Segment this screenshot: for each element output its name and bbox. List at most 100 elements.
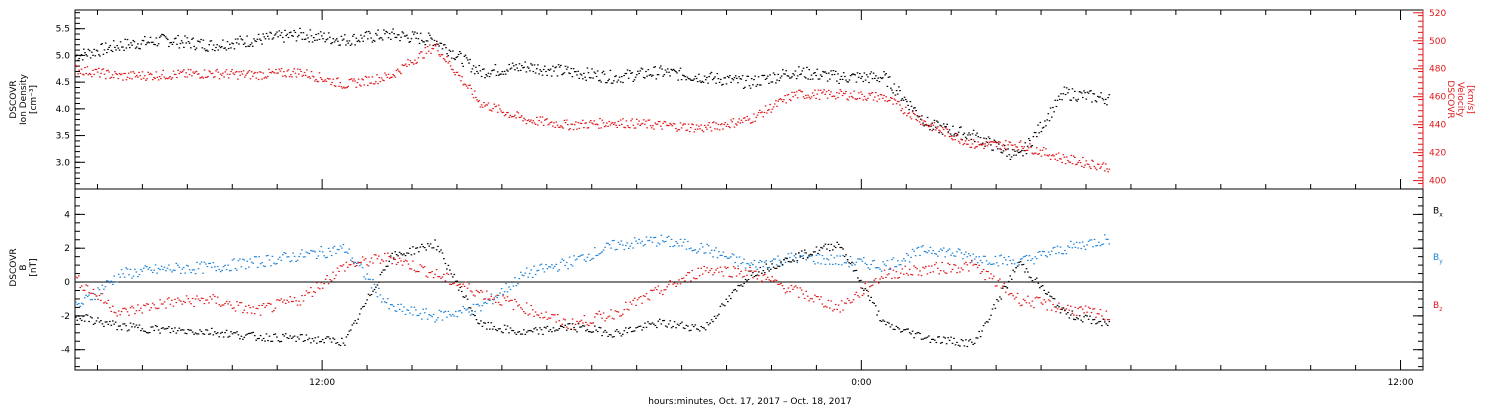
bx-point: [1007, 280, 1010, 283]
velocity-point: [500, 110, 502, 112]
density-point: [736, 77, 738, 79]
velocity-point: [364, 75, 367, 77]
density-point: [327, 32, 330, 34]
bz-point: [426, 276, 429, 278]
bx-point: [329, 338, 331, 340]
density-point: [654, 66, 656, 68]
density-point: [1064, 93, 1067, 96]
bx-point: [406, 252, 408, 254]
velocity-point: [459, 75, 461, 77]
velocity-point: [241, 73, 244, 75]
density-point: [602, 70, 605, 72]
velocity-point: [1001, 145, 1004, 147]
bx-point: [333, 338, 336, 340]
bz-point: [749, 266, 751, 268]
bx-point: [462, 296, 464, 298]
bz-point: [354, 265, 356, 267]
velocity-point: [894, 99, 897, 101]
density-point: [1105, 98, 1107, 100]
density-point: [1042, 126, 1045, 128]
density-point: [880, 77, 883, 80]
by-point: [456, 316, 459, 318]
bx-point: [843, 255, 846, 258]
by-point: [628, 247, 630, 249]
density-point: [517, 70, 520, 72]
density-point: [178, 47, 181, 49]
density-point: [599, 79, 601, 81]
bx-point: [310, 342, 312, 344]
bx-point: [209, 333, 212, 335]
by-point: [897, 260, 899, 262]
by-point: [320, 246, 322, 248]
velocity-point: [349, 78, 352, 80]
bx-point: [206, 329, 209, 331]
bz-point: [857, 295, 859, 297]
bx-point: [687, 325, 689, 327]
velocity-point: [256, 72, 259, 74]
density-point: [334, 39, 337, 41]
bz-point: [834, 303, 837, 306]
by-point: [447, 310, 450, 312]
by-point: [298, 255, 300, 258]
density-point: [522, 67, 524, 69]
bx-point: [160, 327, 163, 329]
bx-point: [987, 321, 989, 323]
by-point: [218, 268, 220, 271]
density-point: [232, 43, 235, 45]
velocity-point: [177, 69, 179, 71]
bz-point: [934, 264, 936, 266]
velocity-point: [104, 78, 107, 80]
bx-point: [114, 321, 117, 323]
bz-point: [953, 264, 955, 266]
bz-point: [487, 298, 490, 300]
velocity-point: [860, 91, 862, 93]
density-point: [556, 75, 559, 77]
velocity-point: [161, 74, 163, 76]
bx-point: [913, 337, 915, 339]
density-point: [731, 78, 733, 80]
by-point: [719, 254, 722, 256]
bx-point: [1019, 261, 1022, 263]
bz-point: [357, 262, 359, 264]
by-point: [752, 264, 754, 266]
bx-point: [256, 338, 259, 340]
by-point: [324, 257, 327, 259]
bx-point: [397, 255, 399, 257]
density-point: [408, 41, 410, 43]
bz-point: [589, 322, 592, 324]
velocity-point: [593, 120, 596, 122]
bx-point: [295, 340, 297, 342]
time-tick-label: 12:00: [1388, 378, 1414, 388]
density-point: [391, 31, 393, 33]
density-point: [716, 73, 719, 75]
velocity-point: [158, 76, 161, 78]
density-point: [972, 129, 975, 131]
bz-point: [769, 280, 772, 282]
by-point: [268, 259, 271, 261]
bz-point: [802, 293, 804, 295]
density-point: [864, 79, 867, 81]
density-point: [722, 83, 724, 85]
bx-point: [616, 329, 618, 331]
velocity-point: [411, 62, 414, 64]
by-point: [407, 309, 410, 311]
velocity-point: [723, 123, 725, 126]
bz-point: [574, 323, 577, 325]
by-point: [215, 270, 218, 272]
velocity-point: [861, 93, 863, 95]
bz-point: [704, 270, 707, 272]
by-point: [404, 313, 407, 315]
density-point: [617, 79, 620, 81]
by-point: [401, 310, 404, 312]
density-point: [1074, 90, 1076, 92]
density-point: [332, 38, 335, 40]
bz-point: [808, 300, 810, 302]
bx-point: [125, 325, 127, 327]
velocity-point: [1040, 155, 1043, 157]
by-point: [1000, 254, 1003, 256]
density-point: [75, 55, 77, 57]
velocity-point: [885, 96, 887, 98]
bz-point: [839, 311, 841, 313]
density-axis-title-line: Ion Density: [19, 73, 29, 125]
by-point: [290, 260, 293, 262]
